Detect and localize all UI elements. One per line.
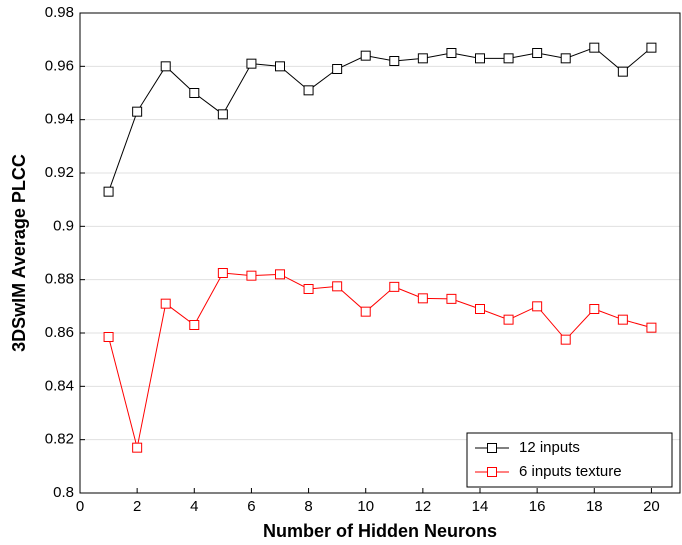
point-marker <box>132 106 143 117</box>
point-marker <box>160 298 171 309</box>
y-tick-label: 0.84 <box>45 377 74 394</box>
point-marker <box>646 42 657 53</box>
x-tick-label: 10 <box>357 498 374 515</box>
point-marker <box>646 322 657 333</box>
point-marker <box>560 334 571 345</box>
x-tick-label: 6 <box>247 498 255 515</box>
y-tick-label: 0.9 <box>53 217 74 234</box>
point-marker <box>360 306 371 317</box>
series-line <box>108 272 652 448</box>
point-marker <box>332 281 343 292</box>
point-marker <box>389 281 400 292</box>
y-axis-label: 3DSwIM Average PLCC <box>9 154 29 352</box>
x-tick-label: 14 <box>472 498 489 515</box>
point-marker <box>532 301 543 312</box>
point-marker <box>275 61 285 72</box>
point-marker <box>246 58 257 69</box>
point-marker <box>217 268 228 278</box>
x-tick-label: 8 <box>304 498 312 515</box>
x-tick-label: 2 <box>133 498 141 515</box>
y-tick-label: 0.88 <box>45 271 74 288</box>
y-tick-label: 0.8 <box>53 484 74 501</box>
point-marker <box>475 53 485 64</box>
x-tick-label: 20 <box>643 498 660 515</box>
point-marker <box>132 442 143 453</box>
y-tick-label: 0.94 <box>45 111 74 128</box>
point-marker <box>303 85 314 96</box>
point-marker <box>217 109 228 120</box>
x-tick-label: 18 <box>586 498 603 515</box>
y-tick-label: 0.98 <box>45 4 74 21</box>
point-marker <box>503 53 514 64</box>
point-marker <box>332 64 343 74</box>
point-marker <box>617 314 628 325</box>
x-tick-label: 4 <box>190 498 198 515</box>
legend-label: 12 inputs <box>519 439 580 456</box>
y-tick-label: 0.82 <box>45 431 74 448</box>
point-marker <box>475 304 485 314</box>
point-marker <box>389 56 400 66</box>
legend-label: 6 inputs texture <box>519 463 622 480</box>
point-marker <box>617 66 628 77</box>
point-marker <box>103 332 114 342</box>
point-marker <box>532 48 543 58</box>
point-marker <box>246 270 257 281</box>
point-marker <box>446 48 457 58</box>
x-axis-label: Number of Hidden Neurons <box>263 521 497 541</box>
point-marker <box>417 293 428 304</box>
point-marker <box>417 53 428 64</box>
x-tick-label: 0 <box>76 498 84 515</box>
plot-frame <box>79 12 681 494</box>
x-tick-label: 16 <box>529 498 546 515</box>
point-marker <box>160 61 171 72</box>
point-marker <box>446 293 457 304</box>
point-marker <box>560 53 571 64</box>
point-marker <box>275 269 285 280</box>
point-marker <box>103 186 114 197</box>
point-marker <box>189 88 200 98</box>
point-marker <box>189 320 200 330</box>
point-marker <box>360 50 371 61</box>
y-tick-label: 0.92 <box>45 164 74 181</box>
point-marker <box>589 304 600 314</box>
x-tick-label: 12 <box>415 498 432 515</box>
legend-box <box>466 432 673 488</box>
y-tick-label: 0.96 <box>45 57 74 74</box>
legend-marker <box>487 467 497 477</box>
legend-marker <box>487 443 497 453</box>
point-marker <box>503 314 514 325</box>
point-marker <box>589 42 600 53</box>
point-marker <box>303 284 314 294</box>
y-tick-label: 0.86 <box>45 324 74 341</box>
